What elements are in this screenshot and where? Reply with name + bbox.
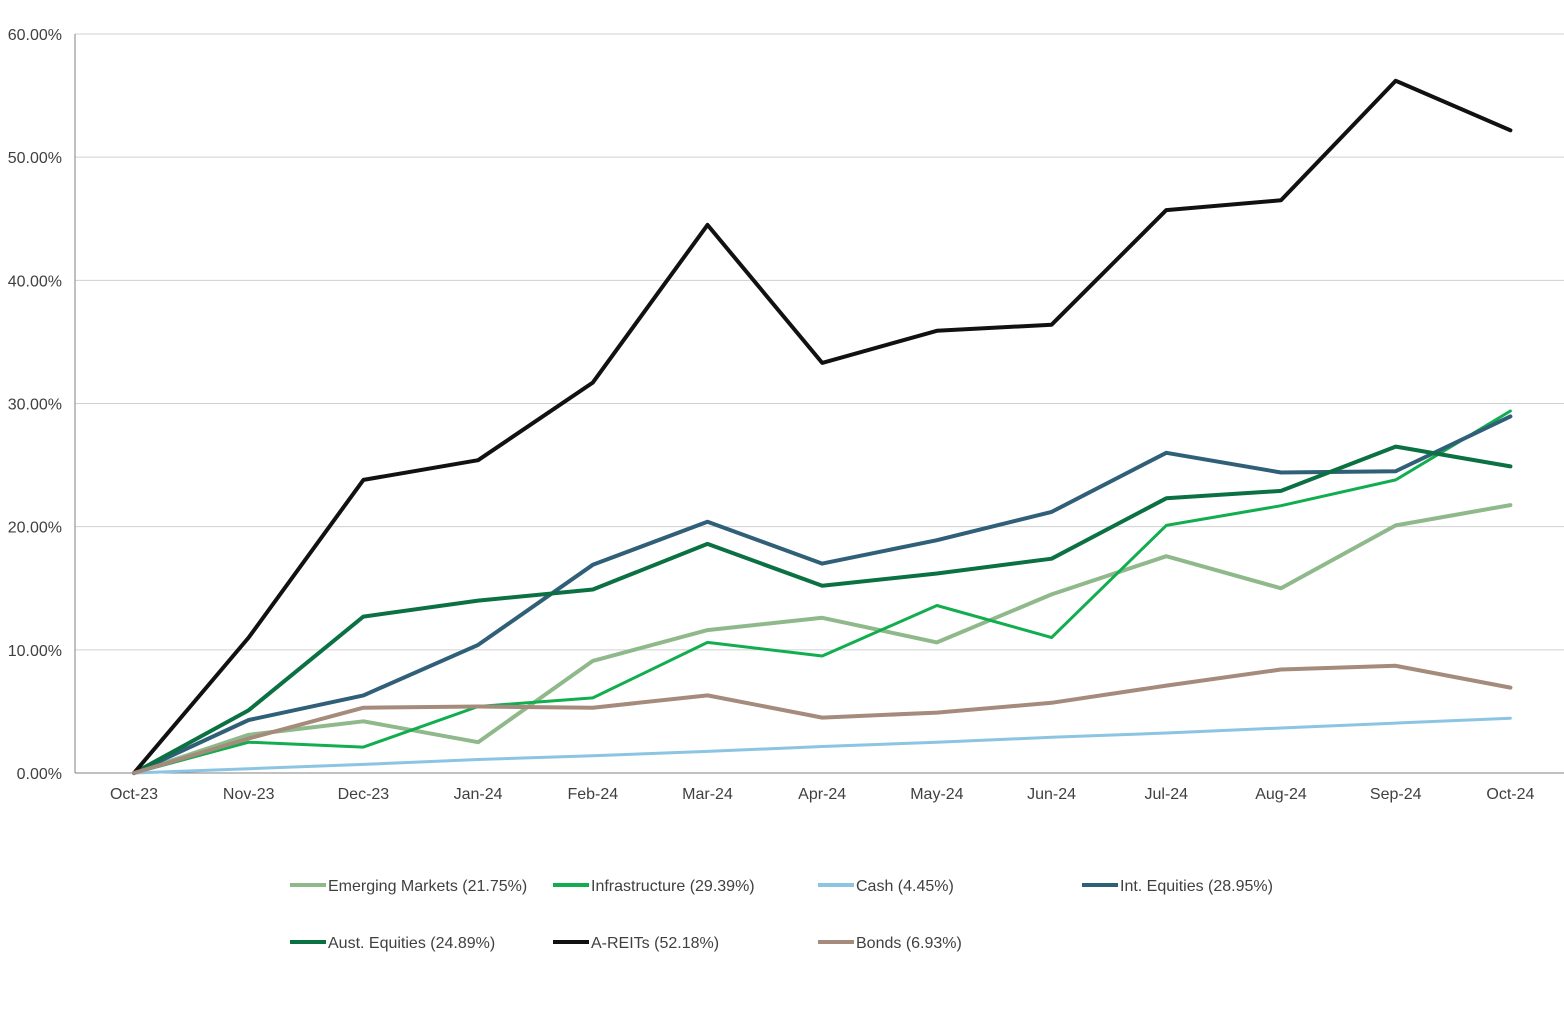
legend-label: Infrastructure (29.39%) <box>591 878 755 895</box>
y-tick-label: 0.00% <box>17 766 62 783</box>
x-tick-label: Oct-24 <box>1486 786 1534 803</box>
x-tick-label: Dec-23 <box>338 786 390 803</box>
axes: 0.00% 10.00% 20.00% 30.00% 40.00% 50.00% 60.00… <box>8 27 1564 803</box>
legend-label: A-REITs (52.18%) <box>591 935 719 952</box>
y-tick-label: 20.00% <box>8 520 62 537</box>
series-line-cash <box>132 716 1512 775</box>
legend-label: Int. Equities (28.95%) <box>1120 878 1273 895</box>
legend-item-bonds[interactable]: Bonds (6.93%) <box>818 935 962 952</box>
series-line-int-equities <box>132 414 1513 775</box>
x-tick-label: Sep-24 <box>1370 786 1422 803</box>
series-line-bonds <box>132 663 1513 775</box>
series-line-infrastructure <box>132 409 1512 775</box>
legend-label: Emerging Markets (21.75%) <box>328 878 527 895</box>
gridlines <box>75 33 1564 651</box>
legend-item-aust-equities[interactable]: Aust. Equities (24.89%) <box>290 935 495 952</box>
legend-label: Cash (4.45%) <box>856 878 954 895</box>
legend-item-a-reits[interactable]: A-REITs (52.18%) <box>553 935 719 952</box>
x-tick-label: Feb-24 <box>567 786 618 803</box>
x-tick-label: Oct-23 <box>110 786 158 803</box>
y-tick-label: 10.00% <box>8 643 62 660</box>
x-tick-label: Jan-24 <box>454 786 503 803</box>
legend-label: Aust. Equities (24.89%) <box>328 935 495 952</box>
x-tick-label: Nov-23 <box>223 786 275 803</box>
x-tick-label: Jun-24 <box>1027 786 1076 803</box>
legend-item-emerging-markets[interactable]: Emerging Markets (21.75%) <box>290 878 527 895</box>
series-lines <box>132 78 1513 775</box>
x-tick-label: Aug-24 <box>1255 786 1307 803</box>
legend-item-infrastructure[interactable]: Infrastructure (29.39%) <box>553 878 755 895</box>
legend-item-int-equities[interactable]: Int. Equities (28.95%) <box>1082 878 1273 895</box>
x-tick-label: Apr-24 <box>798 786 846 803</box>
x-tick-label: Jul-24 <box>1145 786 1189 803</box>
y-tick-label: 60.00% <box>8 27 62 44</box>
legend-item-cash[interactable]: Cash (4.45%) <box>818 878 954 895</box>
series-line-aust-equities <box>132 444 1513 775</box>
legend-label: Bonds (6.93%) <box>856 935 962 952</box>
y-tick-label: 50.00% <box>8 150 62 167</box>
y-tick-label: 40.00% <box>8 273 62 290</box>
y-tick-label: 30.00% <box>8 397 62 414</box>
x-tick-label: May-24 <box>910 786 963 803</box>
series-line-emerging-markets <box>132 503 1513 775</box>
x-tick-label: Mar-24 <box>682 786 733 803</box>
legend: Emerging Markets (21.75%) Infrastructure … <box>290 878 1273 952</box>
series-line-a-reits <box>132 78 1513 775</box>
